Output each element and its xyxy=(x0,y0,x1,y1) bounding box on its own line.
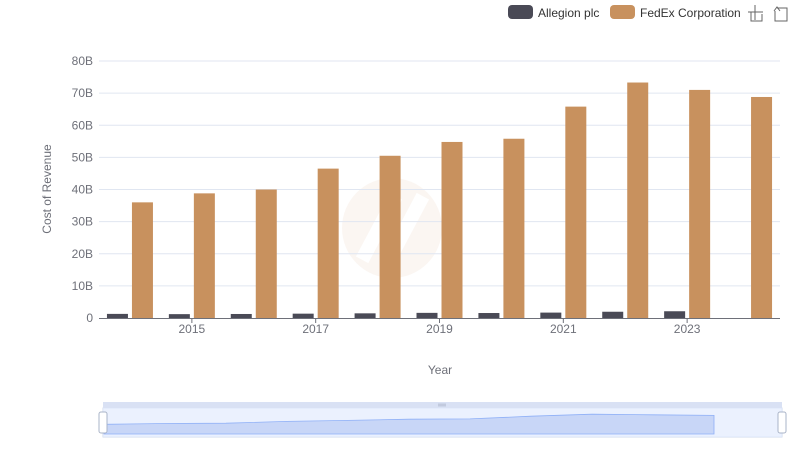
bar-fedex-2019[interactable] xyxy=(441,141,463,318)
bar-fedex-2018[interactable] xyxy=(379,155,401,318)
y-tick-label: 10B xyxy=(72,279,93,293)
slider-data-shadow xyxy=(103,413,715,435)
legend-label-allegion: Allegion plc xyxy=(538,6,599,20)
bar-allegion-2019[interactable] xyxy=(416,312,438,318)
bars xyxy=(106,82,773,319)
bar-allegion-2015[interactable] xyxy=(168,314,190,318)
bar-allegion-2021[interactable] xyxy=(540,312,562,318)
y-tick-label: 40B xyxy=(72,183,93,197)
x-tick-label: 2019 xyxy=(426,322,453,336)
legend-item-fedex[interactable]: FedEx Corporation xyxy=(610,5,741,20)
data-zoom-slider[interactable] xyxy=(98,402,787,438)
bar-allegion-2016[interactable] xyxy=(230,313,252,318)
x-axis-title: Year xyxy=(428,363,452,377)
legend-label-fedex: FedEx Corporation xyxy=(640,6,741,20)
slider-handle-right[interactable] xyxy=(777,411,787,434)
gridlines xyxy=(99,60,780,287)
x-tick-label: 2021 xyxy=(550,322,577,336)
x-tick-label: 2023 xyxy=(674,322,701,336)
bar-fedex-2022[interactable] xyxy=(627,82,649,319)
y-tick-label: 20B xyxy=(72,247,93,261)
x-tick-label: 2017 xyxy=(302,322,329,336)
x-tick-label: 2015 xyxy=(179,322,206,336)
slider-handle-left[interactable] xyxy=(98,411,108,434)
y-tick-label: 80B xyxy=(72,54,93,68)
legend-swatch-allegion xyxy=(508,5,533,19)
bar-fedex-2015[interactable] xyxy=(193,193,215,318)
bar-fedex-2023[interactable] xyxy=(689,89,711,318)
bar-allegion-2022[interactable] xyxy=(602,311,624,318)
bar-fedex-2016[interactable] xyxy=(255,189,277,319)
bar-allegion-2017[interactable] xyxy=(292,313,314,318)
legend-item-allegion[interactable]: Allegion plc xyxy=(508,5,599,20)
y-tick-label: 0 xyxy=(86,311,93,325)
y-axis-title: Cost of Revenue xyxy=(40,144,54,234)
y-tick-label: 30B xyxy=(72,215,93,229)
x-axis-tick-labels: 2015 2017 2019 2021 2023 xyxy=(179,322,701,336)
legend-swatch-fedex xyxy=(610,5,635,19)
y-tick-label: 60B xyxy=(72,118,93,132)
legend[interactable]: Allegion plc FedEx Corporation xyxy=(508,5,741,20)
x-axis xyxy=(99,318,780,323)
zoom-select-icon[interactable] xyxy=(748,5,763,22)
slider-grip-icon[interactable] xyxy=(438,403,446,407)
bar-fedex-2014[interactable] xyxy=(131,202,153,318)
bar-fedex-2017[interactable] xyxy=(317,168,339,318)
bar-fedex-2020[interactable] xyxy=(503,138,525,318)
y-axis-tick-labels: 0 10B 20B 30B 40B 50B 60B 70B 80B xyxy=(72,54,94,325)
bar-allegion-2023[interactable] xyxy=(664,311,686,318)
bar-fedex-2021[interactable] xyxy=(565,106,587,319)
y-tick-label: 70B xyxy=(72,86,93,100)
zoom-reset-icon[interactable] xyxy=(773,6,788,22)
bar-allegion-2014[interactable] xyxy=(106,313,128,318)
bar-allegion-2018[interactable] xyxy=(354,313,376,318)
y-tick-label: 50B xyxy=(72,150,93,164)
bar-allegion-2020[interactable] xyxy=(478,313,500,318)
bar-fedex-2024[interactable] xyxy=(751,96,773,318)
